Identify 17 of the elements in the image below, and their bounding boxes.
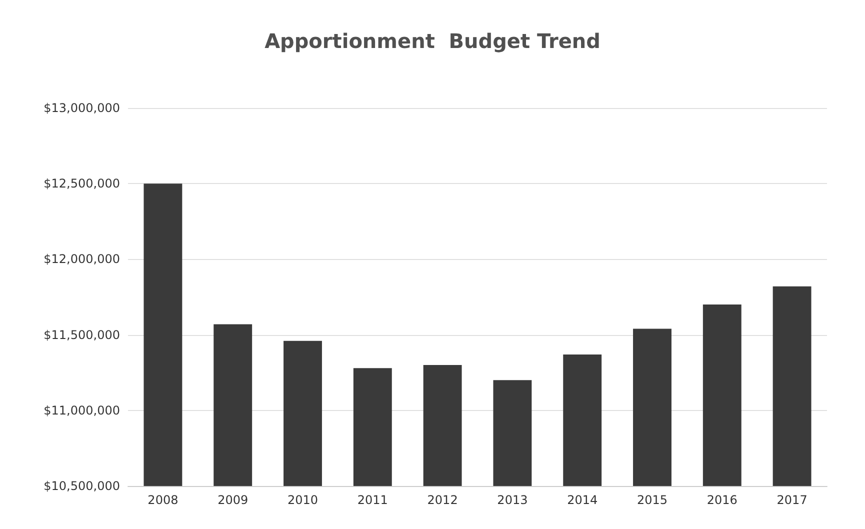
x-tick-label: 2013 <box>497 493 528 507</box>
x-tick-label: 2011 <box>357 493 388 507</box>
y-tick-label: $11,500,000 <box>44 328 120 342</box>
x-tick-label: 2016 <box>706 493 738 507</box>
chart-title: Apportionment Budget Trend <box>264 29 600 53</box>
y-tick-label: $11,000,000 <box>44 403 120 418</box>
x-tick-label: 2012 <box>427 493 458 507</box>
x-tick-label: 2008 <box>148 493 178 507</box>
x-tick-label: 2014 <box>567 493 598 507</box>
y-tick-label: $12,500,000 <box>44 176 120 191</box>
y-tick-label: $10,500,000 <box>44 479 120 493</box>
y-tick-label: $12,000,000 <box>44 252 120 266</box>
x-tick-label: 2015 <box>636 493 668 507</box>
x-tick-label: 2017 <box>776 493 808 507</box>
x-tick-label: 2010 <box>287 493 318 507</box>
y-tick-label: $13,000,000 <box>44 101 120 115</box>
x-tick-label: 2009 <box>218 493 248 507</box>
